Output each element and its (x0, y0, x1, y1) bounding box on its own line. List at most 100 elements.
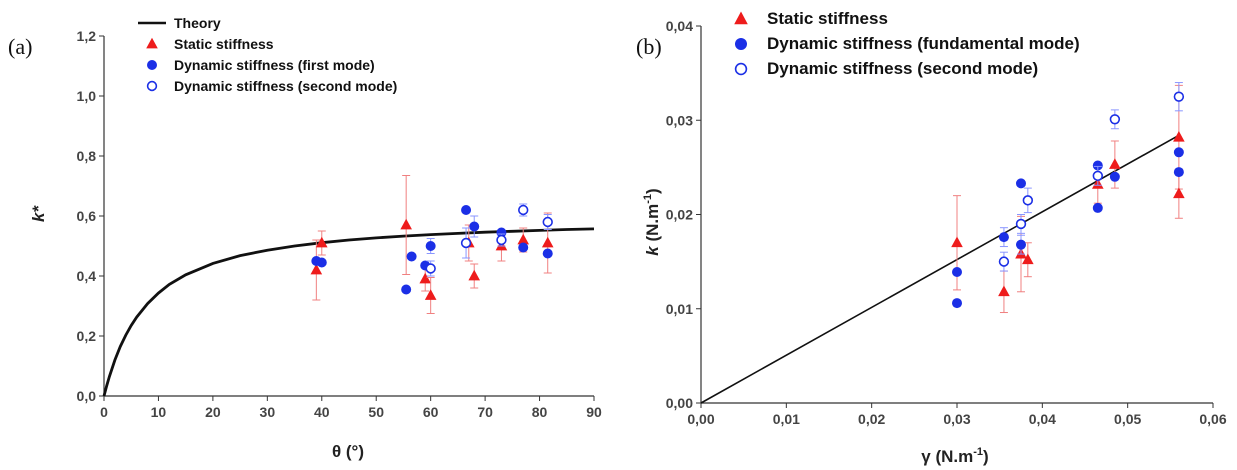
data-point-open (496, 234, 507, 246)
legend-symbol-filled (735, 38, 747, 50)
data-point-filled (401, 284, 412, 295)
panel-b-label: (b) (636, 34, 662, 59)
x-tick-label: 0,06 (1199, 411, 1226, 427)
x-tick-label: 60 (423, 404, 439, 420)
data-point-filled (425, 241, 436, 251)
x-tick-label: 0 (100, 404, 108, 420)
panel-b: (b) 0,00 0,01 0,02 0,03 0,04 0,05 0,06 0,00 0,01… (636, 9, 1227, 466)
panel-a-ylabel: k* (29, 205, 48, 222)
series-open (998, 82, 1185, 272)
data-point-triangle (310, 263, 323, 275)
data-point-filled (1016, 239, 1026, 250)
theory-line (700, 134, 1180, 404)
panel-a-label: (a) (8, 34, 32, 59)
x-tick-label: 70 (477, 404, 493, 420)
legend-symbol-filled (147, 60, 157, 70)
x-tick-label: 90 (586, 404, 602, 420)
x-tick-label: 0,02 (858, 411, 885, 427)
y-tick-label: 0,2 (77, 328, 97, 344)
data-point-triangle (951, 236, 963, 248)
data-point-filled (952, 298, 962, 309)
panel-b-ylabel-sup: -1 (642, 194, 654, 204)
x-tick-label: 40 (314, 404, 330, 420)
data-point-open (1173, 91, 1185, 102)
legend-label: Static stiffness (767, 9, 888, 28)
data-point-filled (518, 242, 529, 253)
data-point-filled (1173, 167, 1184, 178)
data-point-triangle (1022, 253, 1034, 265)
data-point-open (1015, 218, 1027, 230)
y-tick-label: 0,8 (77, 148, 97, 164)
data-point-filled (406, 251, 417, 262)
panel-b-axes: 0,00 0,01 0,02 0,03 0,04 0,05 0,06 0,00 0,01 0,02… (666, 18, 1227, 427)
data-point-triangle (998, 285, 1010, 297)
series-filled (311, 205, 553, 295)
panel-b-legend: Static stiffness Dynamic stiffness (funda… (734, 9, 1080, 78)
panel-a-axes: 0 10 20 30 40 50 60 70 80 90 0,0 0,2 0,4 0,6 0,8 1,0 1,2 (77, 28, 602, 420)
data-point-open (425, 263, 436, 274)
data-point-triangle (419, 272, 432, 284)
y-tick-label: 0,02 (666, 207, 693, 223)
x-tick-label: 0,03 (943, 411, 970, 427)
legend-symbol-open (734, 62, 748, 76)
panel-b-marks (700, 82, 1185, 404)
panel-b-xlabel: γ (N.m-1) (921, 446, 988, 466)
data-point-triangle (400, 218, 412, 230)
panel-a-legend: Theory Static stiffness Dynamic stiffness … (138, 15, 397, 94)
data-point-filled (998, 232, 1009, 243)
panel-b-ylabel-unit: (N.m (643, 204, 662, 247)
panel-b-ylabel: k (N.m-1) (642, 188, 662, 255)
legend-symbol-triangle (734, 11, 748, 25)
data-point-filled (1092, 160, 1103, 171)
x-tick-label: 0,05 (1114, 411, 1141, 427)
data-point-filled (469, 221, 480, 232)
series-open (425, 203, 553, 277)
data-point-open (1092, 170, 1104, 182)
data-point-filled (952, 266, 962, 277)
panel-a-xlabel: θ (°) (332, 442, 364, 461)
y-tick-label: 0,00 (666, 395, 693, 411)
y-tick-label: 0,4 (77, 268, 97, 284)
data-point-triangle (468, 269, 481, 281)
data-point-filled (1016, 178, 1026, 189)
y-tick-label: 0,01 (666, 301, 693, 317)
data-point-open (998, 256, 1010, 267)
data-point-filled (496, 227, 507, 238)
y-tick-label: 0,0 (77, 388, 97, 404)
theory-line (102, 227, 595, 397)
legend-label: Dynamic stiffness (first mode) (174, 57, 375, 73)
series-filled (952, 147, 1184, 309)
data-point-filled (1109, 171, 1120, 182)
x-tick-label: 80 (532, 404, 548, 420)
data-point-triangle (541, 236, 554, 248)
data-point-open (1022, 195, 1034, 206)
data-point-filled (316, 257, 327, 268)
y-tick-label: 0,6 (77, 208, 97, 224)
legend-symbol-triangle (146, 37, 158, 49)
data-point-triangle (424, 289, 437, 300)
panel-b-xlabel-sup: -1 (973, 446, 983, 458)
y-tick-label: 1,0 (77, 88, 97, 104)
y-tick-label: 1,2 (77, 28, 97, 44)
data-point-triangle (517, 233, 530, 245)
data-point-open (518, 204, 529, 216)
data-point-open (460, 237, 472, 249)
panel-a: (a) 0 10 20 30 40 50 60 70 80 90 0,0 0,2 0,4 0,6 0,8 1,… (8, 15, 602, 461)
x-tick-label: 10 (151, 404, 167, 420)
data-point-triangle (1173, 187, 1185, 199)
x-tick-label: 0,04 (1029, 411, 1056, 427)
x-tick-label: 0,01 (773, 411, 800, 427)
panel-a-marks (102, 175, 595, 397)
data-point-filled (1173, 147, 1184, 158)
series-triangle (951, 84, 1185, 314)
panel-b-ylabel-k: k (643, 245, 662, 256)
legend-label: Static stiffness (174, 36, 274, 52)
panel-b-xlabel-text: γ (N.m (921, 447, 973, 466)
data-point-filled (542, 248, 553, 259)
legend-label: Dynamic stiffness (second mode) (174, 78, 397, 94)
data-point-triangle (315, 236, 328, 248)
panel-b-xlabel-close: ) (983, 447, 989, 466)
y-tick-label: 0,04 (666, 18, 693, 34)
data-point-filled (461, 205, 472, 215)
